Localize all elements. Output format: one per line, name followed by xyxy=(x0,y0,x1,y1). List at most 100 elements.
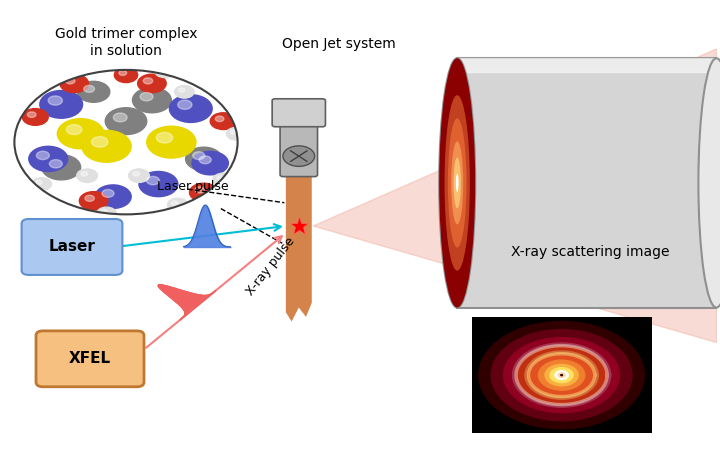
Circle shape xyxy=(210,113,236,130)
Circle shape xyxy=(195,187,204,193)
Polygon shape xyxy=(166,286,201,303)
Circle shape xyxy=(539,360,585,390)
Circle shape xyxy=(230,130,237,134)
Ellipse shape xyxy=(439,58,475,308)
Polygon shape xyxy=(472,317,652,433)
Ellipse shape xyxy=(444,95,470,271)
Circle shape xyxy=(81,171,88,176)
Polygon shape xyxy=(158,286,197,306)
Polygon shape xyxy=(164,285,200,304)
Circle shape xyxy=(61,67,68,71)
Polygon shape xyxy=(160,285,199,304)
Text: Gold trimer complex
in solution: Gold trimer complex in solution xyxy=(55,27,197,58)
Circle shape xyxy=(504,337,620,413)
Circle shape xyxy=(48,96,63,105)
Circle shape xyxy=(283,146,315,166)
Circle shape xyxy=(186,147,222,171)
Polygon shape xyxy=(159,288,197,307)
Polygon shape xyxy=(176,302,192,310)
Text: Laser: Laser xyxy=(48,240,96,254)
Polygon shape xyxy=(184,315,185,316)
Polygon shape xyxy=(165,293,194,308)
Circle shape xyxy=(147,126,196,158)
FancyBboxPatch shape xyxy=(22,219,122,275)
Circle shape xyxy=(42,155,81,180)
Text: Open Jet system: Open Jet system xyxy=(282,37,395,51)
Polygon shape xyxy=(173,299,193,310)
Circle shape xyxy=(138,74,166,93)
Polygon shape xyxy=(177,303,192,311)
Polygon shape xyxy=(158,285,198,306)
Circle shape xyxy=(479,322,644,429)
Text: Laser pulse: Laser pulse xyxy=(157,180,229,193)
Polygon shape xyxy=(179,289,203,302)
Circle shape xyxy=(14,70,238,214)
Polygon shape xyxy=(174,288,202,302)
Circle shape xyxy=(178,100,192,110)
Circle shape xyxy=(60,74,89,93)
Circle shape xyxy=(156,132,173,143)
Polygon shape xyxy=(185,313,187,314)
Ellipse shape xyxy=(456,174,459,192)
Polygon shape xyxy=(202,295,207,298)
Circle shape xyxy=(32,178,52,190)
Circle shape xyxy=(558,373,565,377)
Circle shape xyxy=(155,64,175,77)
Circle shape xyxy=(168,199,188,212)
Polygon shape xyxy=(205,295,209,297)
Circle shape xyxy=(96,207,116,220)
Polygon shape xyxy=(185,312,188,314)
Polygon shape xyxy=(184,310,189,313)
Polygon shape xyxy=(185,313,187,315)
Circle shape xyxy=(66,78,75,84)
Circle shape xyxy=(105,108,147,135)
Circle shape xyxy=(85,195,94,201)
Polygon shape xyxy=(286,175,312,322)
Polygon shape xyxy=(210,294,211,295)
Polygon shape xyxy=(159,285,199,305)
Circle shape xyxy=(140,92,153,101)
Polygon shape xyxy=(189,293,204,300)
FancyBboxPatch shape xyxy=(36,331,144,387)
Circle shape xyxy=(17,96,23,101)
Polygon shape xyxy=(195,294,206,299)
Circle shape xyxy=(27,112,36,117)
Circle shape xyxy=(215,116,224,122)
Circle shape xyxy=(491,329,632,421)
Circle shape xyxy=(95,185,131,208)
Polygon shape xyxy=(182,308,190,312)
Circle shape xyxy=(101,210,107,214)
Polygon shape xyxy=(170,297,194,309)
Polygon shape xyxy=(313,49,716,343)
Circle shape xyxy=(40,90,83,118)
Polygon shape xyxy=(163,292,195,308)
Text: X-ray pulse: X-ray pulse xyxy=(243,235,297,298)
Polygon shape xyxy=(174,301,192,310)
Polygon shape xyxy=(176,289,202,302)
Polygon shape xyxy=(168,295,194,309)
Text: XFEL: XFEL xyxy=(69,351,111,366)
Polygon shape xyxy=(210,294,212,295)
Polygon shape xyxy=(185,314,186,315)
Circle shape xyxy=(189,183,218,202)
Circle shape xyxy=(66,124,82,135)
Circle shape xyxy=(84,85,94,92)
Polygon shape xyxy=(201,295,207,298)
Circle shape xyxy=(79,192,108,210)
Circle shape xyxy=(545,364,578,386)
Polygon shape xyxy=(160,288,196,307)
Circle shape xyxy=(91,137,108,147)
Polygon shape xyxy=(204,295,208,297)
Circle shape xyxy=(213,173,233,186)
Circle shape xyxy=(174,86,194,98)
Circle shape xyxy=(36,180,42,185)
Text: X-ray scattering image: X-ray scattering image xyxy=(511,245,670,259)
FancyBboxPatch shape xyxy=(280,119,318,177)
Circle shape xyxy=(226,128,246,140)
Circle shape xyxy=(132,88,171,113)
Circle shape xyxy=(169,95,212,123)
Ellipse shape xyxy=(451,141,463,225)
Polygon shape xyxy=(207,295,210,296)
Polygon shape xyxy=(179,305,191,311)
Circle shape xyxy=(132,171,140,176)
